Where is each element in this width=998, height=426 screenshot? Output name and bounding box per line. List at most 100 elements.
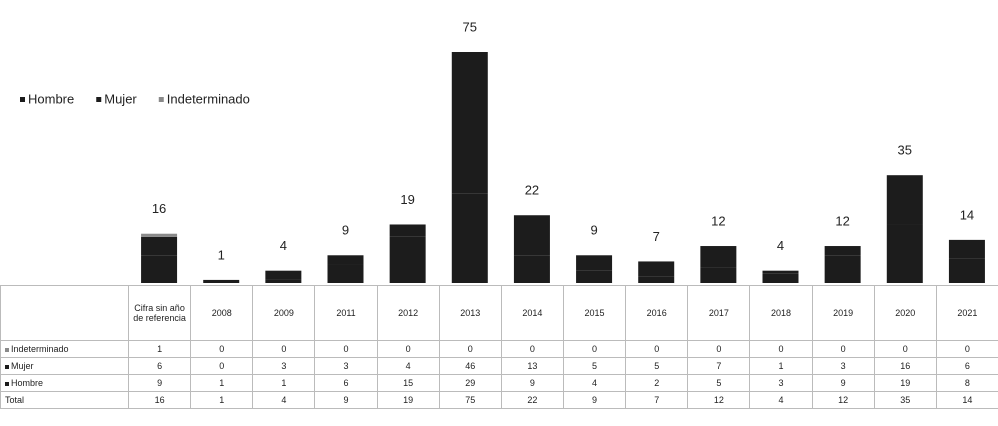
table-cell: 0 [377,341,439,358]
bar-segment [887,175,923,224]
bar-segment [638,277,674,283]
table-cell: 6 [315,375,377,392]
legend-label: Hombre [28,91,74,106]
table-cell: 75 [439,392,501,409]
category-label: 2009 [253,286,315,341]
table-cell: 15 [377,375,439,392]
table-cell: 9 [563,392,625,409]
data-label: 12 [835,213,849,228]
table-cell: 4 [377,358,439,375]
data-label: 9 [590,223,597,238]
category-label: 2020 [874,286,936,341]
category-label: 2017 [688,286,750,341]
category-label: 2008 [191,286,253,341]
legend-label: Mujer [104,91,137,106]
category-label: 2019 [812,286,874,341]
table-cell: 0 [750,341,812,358]
table-cell: 1 [129,341,191,358]
table-cell: 16 [874,358,936,375]
bar-segment [825,246,861,255]
table-cell: 5 [688,375,750,392]
bar-segment [265,271,301,280]
data-label: 75 [463,19,477,34]
category-label: 2013 [439,286,501,341]
bar-segment [328,255,364,264]
bar-segment [390,237,426,283]
table-cell: 0 [501,341,563,358]
row-label: Total [1,392,129,409]
data-label: 35 [898,143,912,158]
table-cell: 2 [626,375,688,392]
table-cell: 3 [253,358,315,375]
table-cell: 7 [626,392,688,409]
table-cell: 1 [253,375,315,392]
table-cell: 12 [688,392,750,409]
bar-segment [949,240,985,258]
data-label: 19 [400,192,414,207]
bar-segment [949,258,985,283]
legend-swatch [96,97,101,102]
category-label: 2015 [563,286,625,341]
table-cell: 1 [191,375,253,392]
table-cell: 4 [253,392,315,409]
table-cell: 9 [315,392,377,409]
table-cell: 0 [439,341,501,358]
table-cell: 9 [129,375,191,392]
table-cell: 16 [129,392,191,409]
row-swatch [5,348,9,352]
table-cell: 1 [191,392,253,409]
table-cell: 5 [626,358,688,375]
table-cell: 13 [501,358,563,375]
bar-segment [390,224,426,236]
data-label: 1 [218,247,225,262]
table-cell: 0 [688,341,750,358]
table-cell: 35 [874,392,936,409]
table-cell: 8 [936,375,998,392]
bar-segment [203,280,239,283]
row-label: Hombre [1,375,129,392]
bar-segment [763,271,799,274]
data-label: 14 [960,207,974,222]
data-label: 12 [711,213,725,228]
row-name: Mujer [11,361,34,371]
bar-segment [452,194,488,283]
category-label: 2014 [501,286,563,341]
bar-segment [887,224,923,283]
category-label: 2018 [750,286,812,341]
category-label: 2012 [377,286,439,341]
bar-segment [141,237,177,255]
data-label: 4 [280,238,287,253]
table-cell: 7 [688,358,750,375]
table-cell: 12 [812,392,874,409]
row-swatch [5,382,9,386]
legend-swatch [159,97,164,102]
table-cell: 14 [936,392,998,409]
data-label: 9 [342,223,349,238]
bar-segment [514,215,550,255]
bar-segment [763,274,799,283]
table-cell: 29 [439,375,501,392]
page: HombreMujerIndeterminado1614919752297124… [0,0,998,426]
row-label: Indeterminado [1,341,129,358]
table-cell: 4 [750,392,812,409]
row-name: Indeterminado [11,344,69,354]
data-label: 16 [152,201,166,216]
bar-segment [141,234,177,237]
data-label: 7 [653,229,660,244]
table-cell: 0 [253,341,315,358]
table-cell: 9 [812,375,874,392]
bar-segment [328,265,364,283]
row-label: Mujer [1,358,129,375]
corner-cell [1,286,129,341]
data-label: 4 [777,238,784,253]
table-cell: 4 [563,375,625,392]
table-cell: 6 [129,358,191,375]
table-cell: 19 [874,375,936,392]
